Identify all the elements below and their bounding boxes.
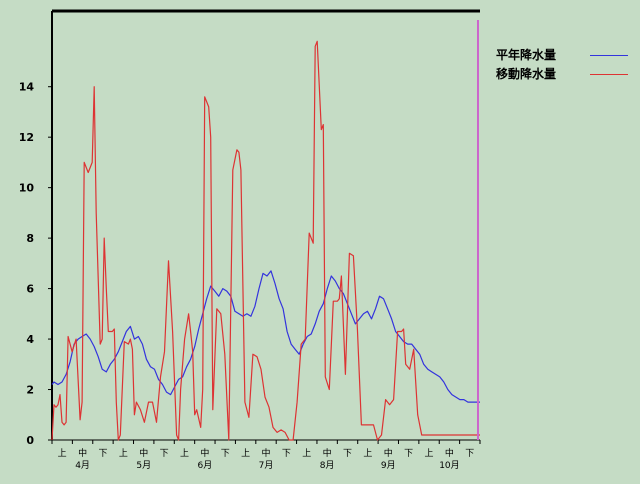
y-axis-ticks: 0 2 4 6 8 10 12 14 [19, 81, 52, 447]
x-month-label: 6月 [197, 460, 212, 471]
y-tick-label: 14 [19, 81, 35, 94]
series-line-moving [51, 40, 480, 441]
series-line-normal [51, 270, 480, 403]
x-period-label: 中 [323, 447, 332, 459]
x-period-label: 下 [221, 449, 230, 459]
legend-swatch-normal [590, 55, 628, 56]
x-period-label: 上 [58, 448, 67, 459]
legend-label-moving: 移動降水量 [496, 67, 557, 81]
x-period-label: 上 [363, 448, 372, 459]
x-period-label: 中 [78, 447, 87, 459]
x-month-label: 9月 [381, 460, 396, 471]
x-month-label: 7月 [259, 460, 274, 471]
x-month-label: 5月 [136, 460, 151, 471]
y-tick-label: 10 [19, 182, 35, 195]
series-lines [51, 40, 480, 441]
x-period-label: 上 [119, 448, 128, 459]
y-tick-label: 8 [26, 232, 34, 245]
y-tick-label: 6 [26, 283, 34, 296]
x-period-label: 下 [404, 449, 413, 459]
legend: 平年降水量 移動降水量 [496, 46, 636, 84]
legend-item-normal: 平年降水量 [496, 46, 636, 65]
x-period-label: 下 [282, 449, 291, 459]
x-period-label: 上 [241, 448, 250, 459]
x-month-label: 8月 [320, 460, 335, 471]
legend-item-moving: 移動降水量 [496, 65, 636, 84]
legend-label-normal: 平年降水量 [496, 48, 557, 62]
x-period-label: 下 [465, 449, 474, 459]
x-period-label: 下 [98, 449, 107, 459]
x-period-label: 中 [200, 447, 209, 459]
x-period-label: 中 [384, 447, 393, 459]
axes [51, 9, 480, 441]
x-period-label: 上 [180, 448, 189, 459]
x-period-label: 中 [445, 447, 454, 459]
x-month-label: 10月 [439, 460, 459, 471]
x-period-label: 下 [160, 449, 169, 459]
x-period-label: 中 [139, 447, 148, 459]
y-tick-label: 4 [26, 333, 34, 346]
y-tick-label: 2 [26, 384, 34, 397]
x-period-label: 中 [261, 447, 270, 459]
x-period-label: 上 [425, 448, 434, 459]
x-month-label: 4月 [75, 460, 90, 471]
x-axis-ticks: 上中下上中下上中下上中下上中下上中下上中下4月 5月 6月 7月 8月 9月 10月 [51, 440, 481, 471]
legend-swatch-moving [590, 74, 628, 75]
y-tick-label: 12 [19, 131, 34, 144]
x-period-label: 下 [343, 449, 352, 459]
y-tick-label: 0 [26, 434, 34, 447]
x-period-label: 上 [302, 448, 311, 459]
